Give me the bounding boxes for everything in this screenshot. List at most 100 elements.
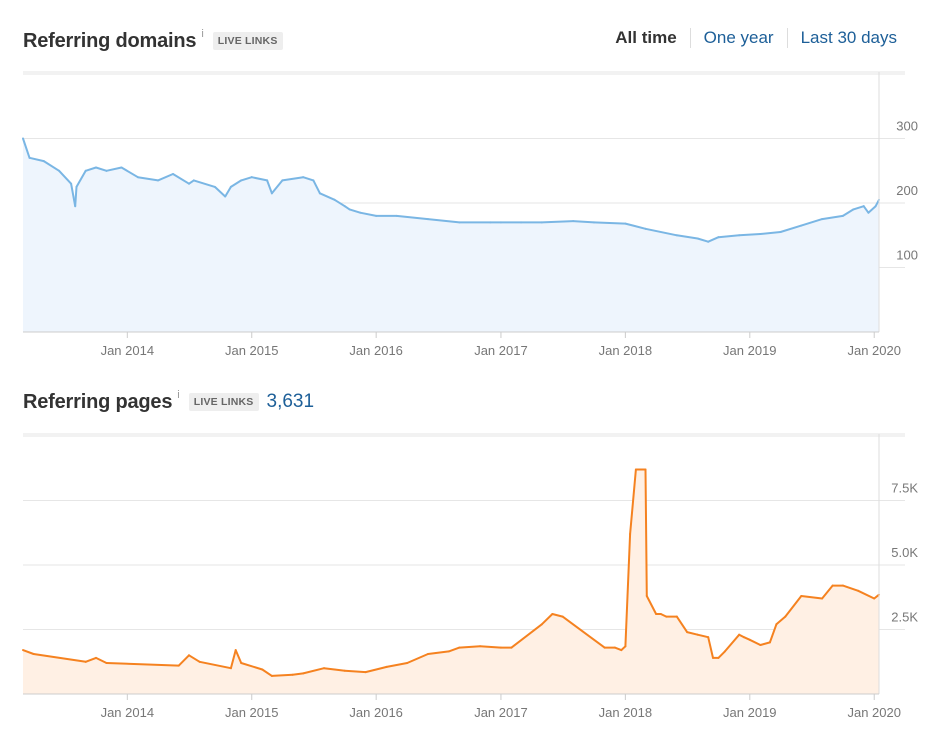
series-segment [406,653,429,664]
series-segment [250,176,269,182]
series-segment [333,198,346,208]
series-segment [240,176,253,182]
series-segment [84,166,97,172]
x-tick-label: Jan 2015 [225,343,279,358]
pages-title: Referring pages [23,390,173,413]
series-segment [318,192,336,201]
series-segment [22,137,31,159]
series-segment [270,673,294,677]
series-segment [800,595,824,600]
series-segment [759,641,771,646]
series-segment [775,615,787,626]
series-segment [266,179,273,195]
x-tick-label: Jan 2019 [723,705,777,720]
series-segment [22,649,35,655]
series-segment [95,166,108,172]
series-segment [343,669,367,674]
referring-pages-chart[interactable]: 10.0K 7.5K 5.0K 2.5K Jan 2014 Jan 2015 Jan 201… [0,430,941,730]
series-segment [717,234,741,239]
series-segment [234,649,243,664]
series-segment [136,176,159,182]
series-segment [841,584,860,592]
series-segment [696,237,710,243]
series-segment [784,595,803,618]
series-segment [447,646,461,653]
domains-panel-header: Referring domains i LIVE LINKS [23,27,283,55]
series-segment [312,179,321,195]
series-segment [748,638,762,646]
tab-one-year[interactable]: One year [703,28,774,47]
series-segment [841,208,855,217]
x-tick-label: Jan 2016 [349,705,403,720]
series-segment [427,218,461,224]
series-segment [540,613,554,626]
series-area [23,138,879,332]
series-segment [270,179,284,195]
series-segment [364,665,388,674]
tab-all-time[interactable]: All time [615,28,677,47]
info-icon[interactable]: i [201,28,204,40]
series-segment [779,224,803,233]
series-segment [229,649,237,670]
series-segment [240,662,264,671]
series-segment [348,208,362,214]
series-segment [395,214,429,221]
series-segment [302,667,325,675]
series-segment [120,166,139,179]
series-segment [172,173,190,185]
series-segment [624,533,632,648]
x-tick-label: Jan 2017 [474,343,528,358]
series-segment [302,176,315,182]
y-tick-label: 200 [896,183,918,198]
series-segment [874,198,880,208]
y-tick-label: 5.0K [891,545,918,560]
series-segment [800,218,824,227]
series-segment [359,211,378,217]
series-segment [696,633,710,639]
series-segment [675,234,699,240]
x-tick-label: Jan 2018 [599,705,653,720]
series-segment [95,656,108,664]
referring-domains-chart[interactable]: 400 300 200 100 Jan 2014 Jan 2015 Jan 2016 Jan … [0,68,941,368]
series-segment [58,169,73,185]
series-segment [624,222,647,230]
series-segment [32,653,87,663]
series-segment [717,650,726,659]
series-segment [105,662,180,667]
x-tick-label: Jan 2016 [349,343,403,358]
series-segment [551,613,564,618]
y-tick-label: 10.0K [884,430,918,431]
series-segment [867,205,877,214]
series-segment [75,169,87,188]
series-segment [224,185,232,198]
tab-divider [689,28,691,48]
series-segment [768,623,778,644]
info-icon[interactable]: i [177,389,180,401]
series-segment [333,668,346,672]
series-segment [613,646,623,652]
y-tick-label: 400 [896,68,918,69]
series-segment [629,468,637,535]
x-tick-label: Jan 2017 [474,705,528,720]
series-segment [458,645,482,649]
domains-title: Referring domains [23,29,197,52]
series-segment [261,668,273,677]
series-segment [28,156,45,163]
series-segment [188,654,201,663]
series-segment [686,631,699,636]
tab-last-30-days[interactable]: Last 30 days [800,28,897,47]
live-links-badge: LIVE LINKS [188,393,259,411]
x-tick-label: Jan 2014 [101,343,155,358]
series-segment [821,214,844,221]
pages-panel-header: Referring pages i LIVE LINKS 3,631 [23,388,314,416]
x-tick-label: Jan 2019 [723,343,777,358]
series-segment [213,185,227,198]
x-tick-label: Jan 2015 [225,705,279,720]
series-segment [707,236,720,243]
series-segment [644,468,648,597]
series-segment [291,672,305,676]
y-tick-label: 7.5K [891,481,918,496]
series-segment [593,221,627,225]
series-segment [561,615,606,649]
series-segment [105,166,123,172]
